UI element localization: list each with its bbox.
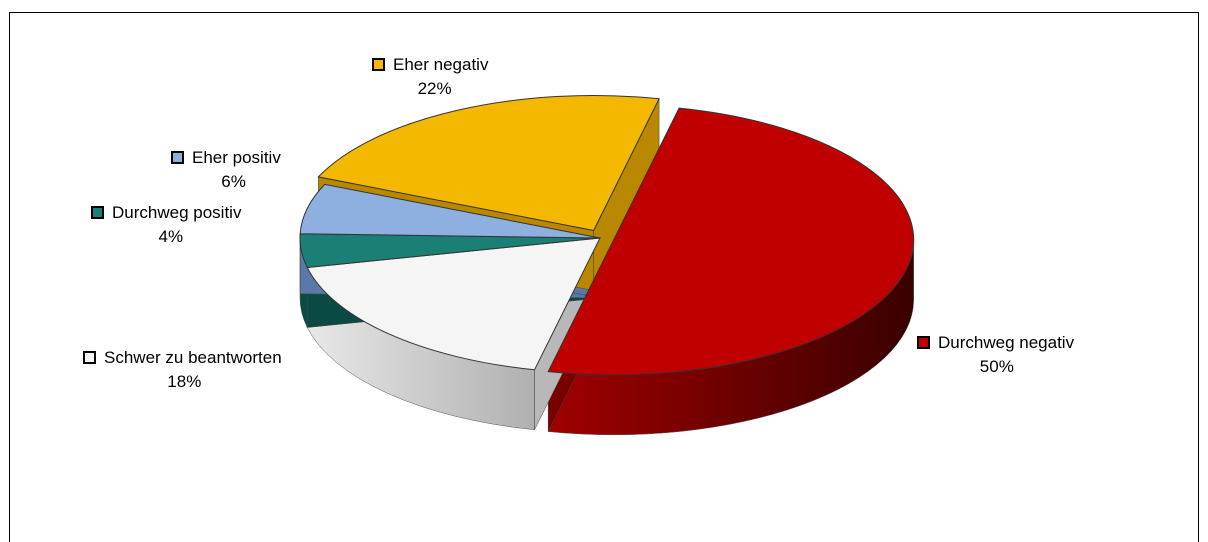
label-eher-negativ: Eher negativ 22% <box>372 55 489 98</box>
label-name-durchweg-positiv: Durchweg positiv <box>112 203 242 222</box>
label-value-eher-positiv: 6% <box>221 172 246 191</box>
slice-eher-positiv <box>299 183 601 239</box>
label-value-durchweg-negativ: 50% <box>980 357 1014 376</box>
legend-key-eher-negativ <box>372 58 385 71</box>
label-eher-positiv: Eher positiv 6% <box>171 148 281 191</box>
label-value-eher-negativ: 22% <box>418 79 452 98</box>
label-durchweg-positiv: Durchweg positiv 4% <box>91 203 242 246</box>
label-name-eher-positiv: Eher positiv <box>192 148 281 167</box>
legend-key-durchweg-positiv <box>91 206 104 219</box>
slice-schwer-zu-beantworten <box>306 237 601 371</box>
slice-durchweg-negativ <box>547 107 914 376</box>
label-value-schwer-zu-beantworten: 18% <box>167 372 201 391</box>
legend-key-eher-positiv <box>171 151 184 164</box>
slice-labels: Durchweg negativ 50% Schwer zu beantworten… <box>83 55 1075 391</box>
label-durchweg-negativ: Durchweg negativ 50% <box>917 333 1075 376</box>
slice-eher-negativ <box>317 95 660 232</box>
chart-frame <box>9 12 1199 542</box>
legend-key-durchweg-negativ <box>917 336 930 349</box>
label-name-durchweg-negativ: Durchweg negativ <box>938 333 1075 352</box>
slice-tops <box>299 95 914 376</box>
label-name-schwer-zu-beantworten: Schwer zu beantworten <box>104 348 282 367</box>
label-name-eher-negativ: Eher negativ <box>393 55 489 74</box>
legend-key-schwer-zu-beantworten <box>83 351 96 364</box>
label-schwer-zu-beantworten: Schwer zu beantworten 18% <box>83 348 282 391</box>
label-value-durchweg-positiv: 4% <box>159 227 184 246</box>
